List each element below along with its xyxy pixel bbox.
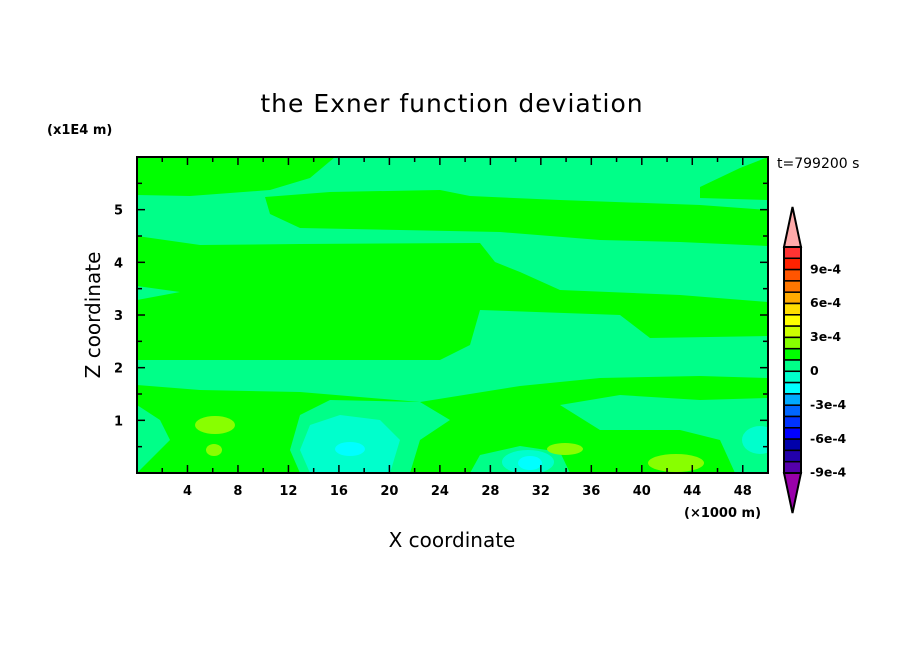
colorbar-swatch <box>783 336 802 350</box>
colorbar-swatch <box>783 268 802 282</box>
colorbar-swatch <box>783 427 802 440</box>
y-tick-label: 4 <box>114 256 123 271</box>
contour-field <box>137 157 768 473</box>
time-label: t=799200 s <box>777 156 859 172</box>
colorbar-tick-label: -9e-4 <box>810 465 847 480</box>
x-tick-label: 16 <box>330 484 348 499</box>
y-tick-label: 5 <box>114 204 123 219</box>
y-tick-label: 2 <box>114 362 123 377</box>
colorbar-tick-label: 9e-4 <box>810 261 841 276</box>
colorbar-swatch <box>783 381 802 395</box>
x-tick-label: 4 <box>183 484 192 499</box>
colorbar: 9e-4 6e-4 3e-4 0 -3e-4 -6e-4 -9e-4 <box>782 206 847 514</box>
x-tick-label: 24 <box>431 484 449 499</box>
colorbar-swatch <box>783 280 802 293</box>
colorbar-under-arrow <box>782 472 803 514</box>
y-axis-label: Z coordinate <box>81 252 105 379</box>
colorbar-swatch <box>783 460 802 474</box>
x-tick-label: 44 <box>683 484 701 499</box>
colorbar-swatch <box>783 302 802 316</box>
colorbar-swatch <box>783 415 802 429</box>
colorbar-swatch <box>783 314 802 327</box>
colorbar-swatch <box>783 438 802 452</box>
colorbar-swatch <box>783 393 802 406</box>
colorbar-tick-label: -3e-4 <box>810 397 847 412</box>
colorbar-swatch <box>783 291 802 305</box>
x-tick-label: 20 <box>380 484 398 499</box>
contour-level-1 <box>195 416 704 472</box>
chart-title: the Exner function deviation <box>260 89 643 118</box>
x-tick-label: 32 <box>532 484 550 499</box>
x-tick-label: 8 <box>233 484 242 499</box>
colorbar-swatch <box>783 257 802 271</box>
x-tick-label: 48 <box>734 484 752 499</box>
x-axis-label: X coordinate <box>389 528 516 552</box>
colorbar-swatch <box>783 347 802 361</box>
y-unit-label: (x1E4 m) <box>47 123 112 138</box>
colorbar-swatch <box>783 246 802 260</box>
x-tick-label: 28 <box>481 484 499 499</box>
y-tick-label: 3 <box>114 309 123 324</box>
colorbar-tick-label: -6e-4 <box>810 431 847 446</box>
colorbar-over-arrow <box>782 206 803 248</box>
colorbar-swatch <box>783 370 802 384</box>
colorbar-tick-label: 3e-4 <box>810 329 841 344</box>
colorbar-frame <box>783 246 802 474</box>
x-tick-label: 40 <box>633 484 651 499</box>
x-tick-label: 36 <box>582 484 600 499</box>
colorbar-swatch <box>783 359 802 373</box>
colorbar-swatch <box>783 404 802 418</box>
x-unit-label: (×1000 m) <box>684 506 761 521</box>
colorbar-tick-label: 0 <box>810 363 819 378</box>
y-tick-label: 1 <box>114 414 123 429</box>
colorbar-tick-label: 6e-4 <box>810 295 841 310</box>
contour-level-neg3 <box>335 442 542 470</box>
colorbar-swatch <box>783 449 802 463</box>
x-tick-label: 12 <box>279 484 297 499</box>
colorbar-swatch <box>783 325 802 339</box>
